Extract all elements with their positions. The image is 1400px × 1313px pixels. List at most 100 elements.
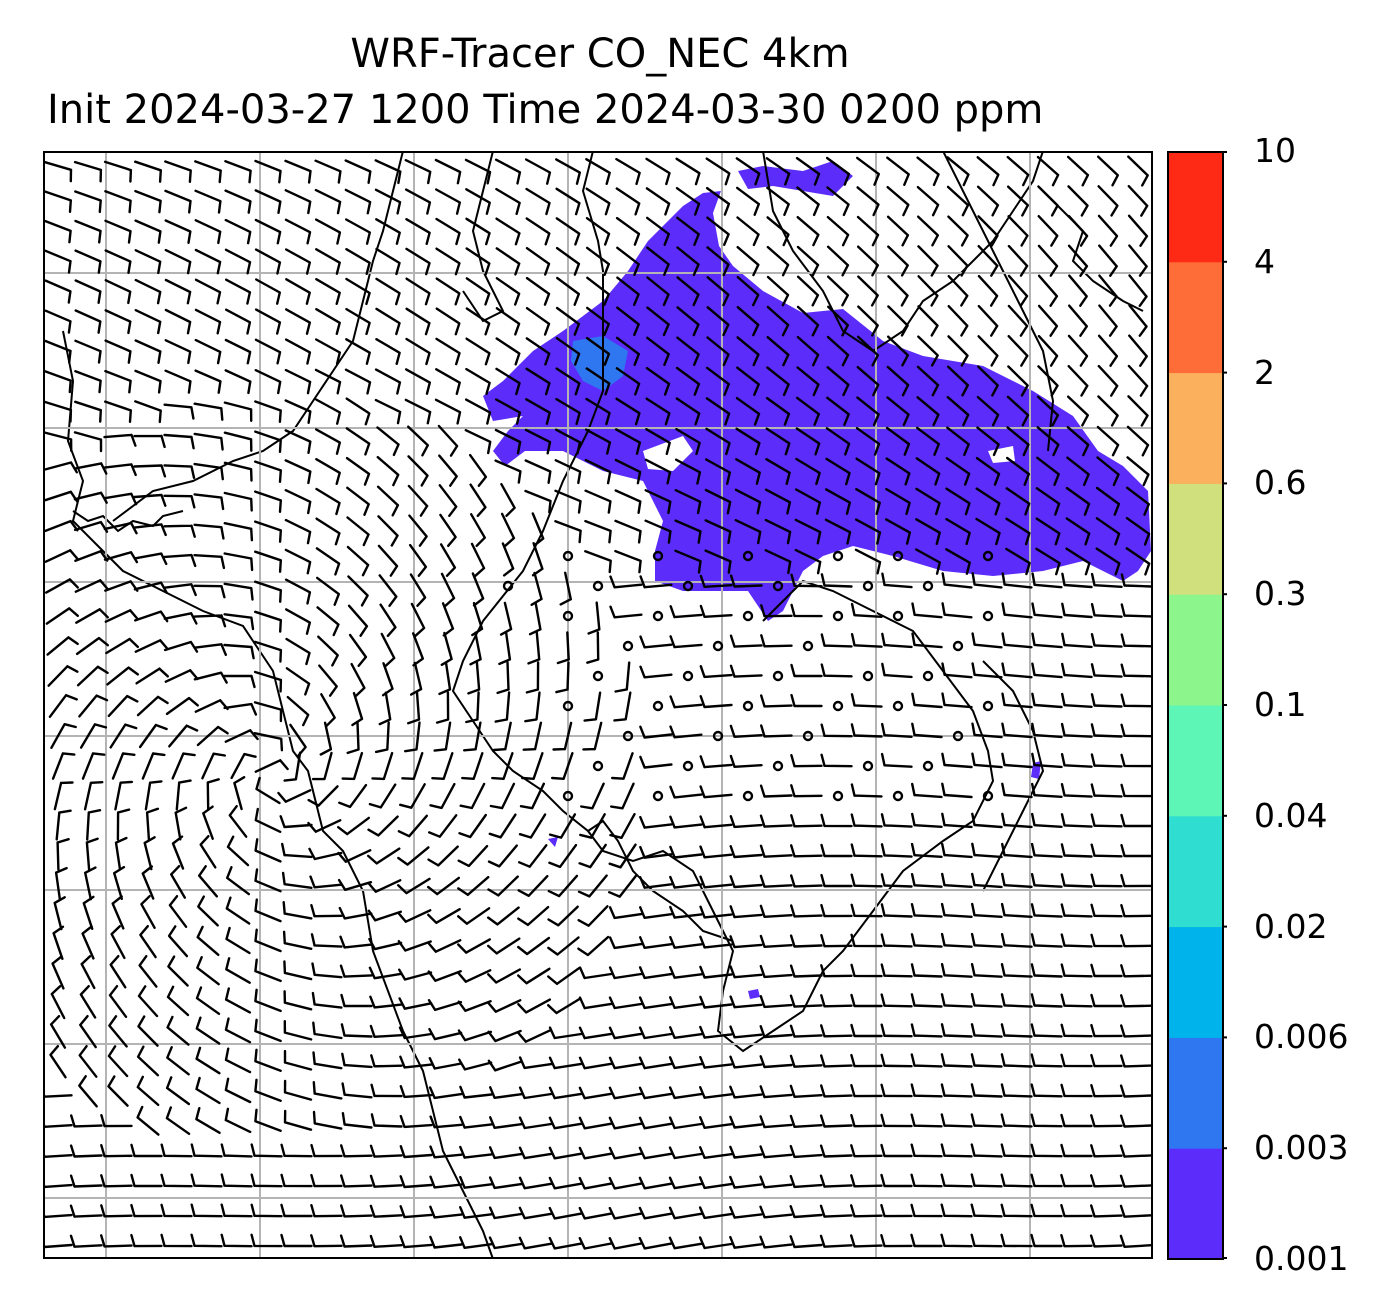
wind-barb: [345, 248, 371, 275]
wind-barb: [699, 1086, 733, 1099]
wind-barb: [164, 248, 192, 275]
wind-barb: [224, 1077, 252, 1104]
wind-barb: [1000, 1113, 1033, 1128]
wind-barb: [819, 1144, 853, 1158]
wind-barb: [224, 987, 252, 1014]
wind-barb: [164, 219, 192, 244]
wind-barb: [310, 1173, 343, 1188]
wind-barb: [1001, 782, 1033, 799]
wind-barb: [759, 1175, 793, 1189]
wind-barb: [521, 752, 544, 780]
wind-barb: [970, 993, 1003, 1008]
wind-barb: [202, 805, 214, 840]
wind-barb: [674, 489, 702, 515]
wind-barb: [224, 308, 252, 335]
wind-barb: [160, 1143, 193, 1158]
wind-barb: [850, 1174, 883, 1188]
calm-wind-circle: [982, 550, 994, 562]
wind-barb: [638, 1056, 673, 1070]
wind-barb: [790, 814, 823, 828]
wind-barb: [1035, 547, 1061, 576]
wind-barb: [130, 1143, 163, 1158]
wind-barb: [639, 936, 673, 949]
wind-barb: [525, 307, 551, 336]
wind-barb: [193, 554, 226, 570]
wind-barb: [729, 845, 763, 859]
colorbar-tick-label: 0.1: [1254, 685, 1307, 724]
wind-barb: [224, 160, 252, 184]
wind-barb: [495, 247, 521, 276]
wind-barb: [1060, 843, 1093, 858]
calm-wind-circle: [832, 550, 844, 562]
wind-barb: [1000, 963, 1033, 978]
wind-barb: [578, 966, 613, 980]
colorbar-tick-label: 0.003: [1254, 1128, 1349, 1168]
wind-barb: [1119, 1234, 1153, 1248]
wind-barb: [280, 1143, 313, 1158]
wind-barb: [134, 339, 162, 364]
colorbar-tick-label: 4: [1254, 241, 1275, 281]
wind-barb: [609, 605, 643, 619]
wind-barb: [639, 876, 673, 889]
calm-wind-circle: [832, 610, 844, 622]
wind-barb: [1119, 1144, 1153, 1158]
wind-barb: [579, 813, 606, 839]
colorbar-segment: [1168, 594, 1223, 706]
wind-barb: [1090, 1023, 1123, 1038]
colorbar-tick-label: 0.001: [1254, 1239, 1349, 1278]
wind-barb: [850, 813, 883, 828]
wind-barb: [345, 397, 371, 426]
wind-barb: [790, 663, 823, 678]
wind-barb: [494, 691, 511, 723]
wind-barb: [971, 722, 1003, 739]
colorbar-tick-label: 10: [1254, 131, 1296, 170]
wind-barb: [225, 896, 251, 925]
wind-barb: [279, 815, 313, 829]
wind-barb: [668, 1206, 703, 1220]
wind-barb: [103, 551, 139, 564]
wind-barb: [729, 724, 763, 738]
wind-barb: [195, 1076, 221, 1105]
wind-barb: [376, 426, 400, 457]
wind-barb: [310, 904, 343, 918]
wind-barb: [69, 1174, 103, 1188]
wind-barb: [1095, 486, 1121, 516]
wind-barb: [254, 898, 282, 923]
wind-barb: [254, 610, 282, 633]
calm-wind-circle: [592, 670, 604, 682]
wind-barb: [1098, 274, 1118, 307]
wind-barb: [1060, 722, 1093, 738]
wind-barb: [1119, 1084, 1153, 1098]
wind-barb: [107, 1045, 129, 1078]
wind-barb: [487, 906, 520, 926]
wind-barb: [910, 903, 943, 918]
wind-barb: [639, 635, 673, 649]
wind-barb: [705, 427, 731, 456]
wind-barb: [970, 1053, 1003, 1068]
wind-barb: [646, 276, 670, 307]
wind-barb: [375, 307, 401, 336]
calm-wind-circle: [562, 700, 574, 712]
wind-barb: [941, 782, 973, 799]
wind-barb: [311, 962, 343, 979]
coastline-inner: [462, 151, 505, 323]
wind-barb: [705, 397, 731, 426]
wind-barb: [790, 874, 823, 888]
wind-barb: [138, 723, 168, 749]
wind-barb: [584, 550, 612, 574]
wind-barb: [699, 574, 733, 588]
wind-barb: [193, 614, 227, 628]
wind-barb: [789, 1205, 823, 1219]
wind-barb: [941, 572, 973, 589]
wind-barb: [1037, 304, 1059, 337]
wind-barb: [341, 1112, 373, 1129]
wind-barb: [1030, 1143, 1063, 1158]
wind-barb: [1000, 1083, 1033, 1098]
calm-wind-circle: [742, 790, 754, 802]
wind-barb: [1090, 572, 1123, 588]
wind-barb: [283, 1079, 313, 1101]
wind-barb: [134, 309, 162, 335]
wind-barb: [1031, 722, 1063, 739]
wind-barb: [1090, 873, 1123, 888]
wind-barb: [615, 187, 641, 216]
